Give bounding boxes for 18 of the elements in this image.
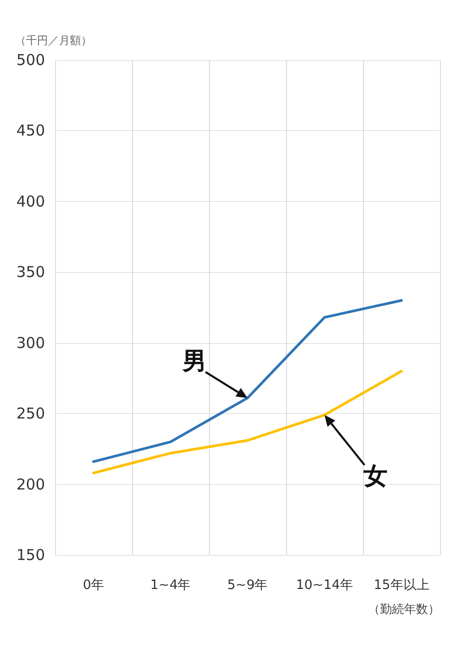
x-tick-label: 10~14年 xyxy=(296,578,353,593)
y-tick-label: 200 xyxy=(16,475,45,494)
x-tick-label: 1~4年 xyxy=(150,578,191,593)
x-tick-label: 5~9年 xyxy=(227,578,268,593)
y-tick-label: 500 xyxy=(16,51,45,69)
text: 女 xyxy=(362,462,388,490)
y-tick-label: 450 xyxy=(16,122,45,140)
line-series xyxy=(92,299,403,463)
y-tick-label: 350 xyxy=(16,263,45,282)
series-label: 男 xyxy=(182,347,206,376)
x-tick-label: 15年以上 xyxy=(374,578,430,593)
y-tick-label: 300 xyxy=(16,334,45,352)
y-tick-label: 400 xyxy=(16,192,45,210)
x-axis-title: （勤続年数） xyxy=(368,602,440,616)
y-tick-label: 150 xyxy=(16,546,45,564)
y-axis-title: （千円／月額） xyxy=(15,34,92,47)
x-tick-label: 0年 xyxy=(82,578,104,593)
y-tick-label: 250 xyxy=(16,404,45,423)
